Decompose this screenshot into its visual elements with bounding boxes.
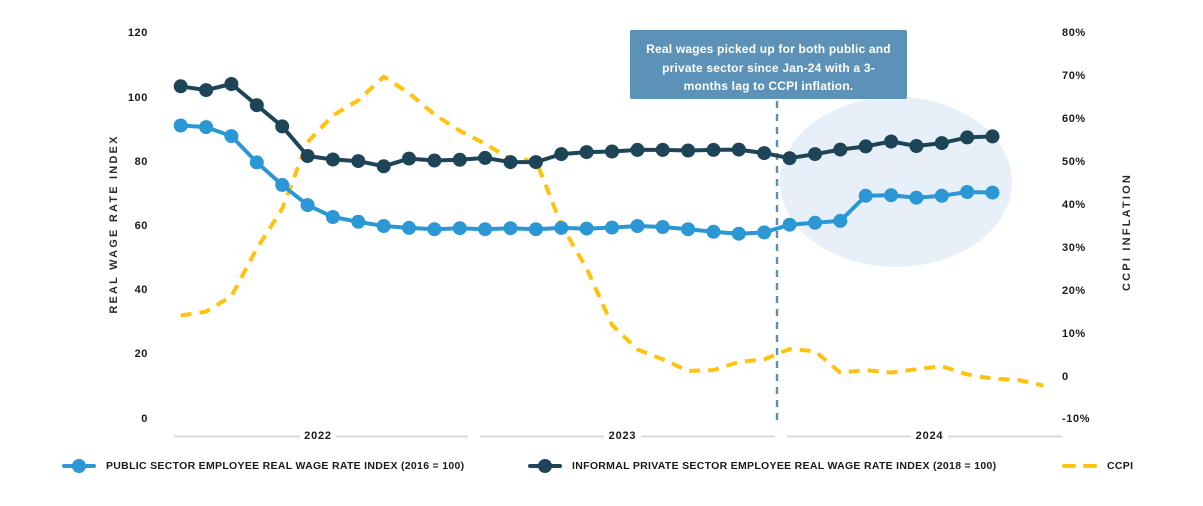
annotation-text: Real wages picked up for both public and… xyxy=(646,42,891,94)
private-wage-point xyxy=(325,152,340,167)
private-wage-point xyxy=(173,79,188,94)
public-wage-point xyxy=(554,220,569,235)
private-wage-point xyxy=(782,151,797,166)
public-wage-point xyxy=(909,190,924,205)
left-axis-tick: 120 xyxy=(127,27,148,40)
private-wage-point xyxy=(554,147,569,162)
public-wage-point xyxy=(808,215,822,230)
public-wage-point xyxy=(934,188,949,203)
ccpi-dashed-line xyxy=(180,74,1044,388)
public-wage-point xyxy=(579,221,594,236)
private-wage-point xyxy=(757,146,772,161)
public-wage-point xyxy=(757,225,772,240)
right-axis-tick: 60% xyxy=(1062,112,1086,125)
public-wage-point xyxy=(706,224,721,239)
right-axis-tick: 30% xyxy=(1062,241,1086,254)
right-axis-tick: 20% xyxy=(1062,284,1086,297)
private-wage-point xyxy=(224,77,239,91)
year-label-2024: 2024 xyxy=(915,430,944,442)
private-wage-point xyxy=(630,142,645,157)
private-wage-point xyxy=(934,136,949,151)
right-axis-tick: 0 xyxy=(1062,370,1069,383)
year-label-2022: 2022 xyxy=(304,430,332,442)
public-wage-point xyxy=(503,221,518,236)
public-wage-point xyxy=(427,222,442,237)
public-wage-point xyxy=(376,219,391,233)
right-axis-tick: 40% xyxy=(1062,198,1086,211)
public-wage-point xyxy=(782,217,797,232)
private-wage-point xyxy=(199,83,214,98)
public-wage-point xyxy=(655,220,670,234)
public-wage-point xyxy=(199,120,214,135)
public-wage-point xyxy=(452,221,467,236)
public-wage-point xyxy=(275,177,290,192)
right-axis-tick: 80% xyxy=(1062,26,1086,39)
right-axis-tick: 50% xyxy=(1062,155,1086,168)
private-wage-point xyxy=(833,142,848,157)
left-axis-tick: 100 xyxy=(127,91,148,104)
public-wage-point xyxy=(325,210,340,224)
private-wage-point xyxy=(528,155,543,170)
private-wage-point xyxy=(402,151,416,166)
year-label-2023: 2023 xyxy=(608,430,637,442)
public-wage-point xyxy=(478,222,493,237)
public-wage-point xyxy=(858,188,873,203)
private-wage-point xyxy=(808,147,822,162)
private-wage-point xyxy=(706,142,721,157)
private-wage-point xyxy=(579,145,594,160)
private-wage-point xyxy=(351,154,366,169)
private-wage-point xyxy=(275,119,290,134)
private-wage-point xyxy=(503,155,518,170)
private-wage-point xyxy=(478,150,493,165)
public-wage-point xyxy=(351,214,366,229)
public-wage-point xyxy=(224,129,239,144)
private-wage-point xyxy=(376,159,391,174)
left-axis-tick: 20 xyxy=(134,348,148,361)
public-wage-point xyxy=(630,219,645,233)
public-wage-point xyxy=(605,220,619,235)
public-wage-point xyxy=(402,220,416,235)
private-wage-point xyxy=(960,130,975,145)
public-wage-point xyxy=(960,185,975,199)
public-wage-point xyxy=(833,213,848,228)
public-wage-point xyxy=(731,226,746,241)
private-wage-point xyxy=(655,142,670,157)
private-wage-point xyxy=(452,152,467,167)
public-wage-point xyxy=(300,198,315,213)
private-wage-point xyxy=(909,139,924,153)
annotation-callout: Real wages picked up for both public and… xyxy=(630,30,907,99)
right-axis-tick: -10% xyxy=(1062,413,1091,426)
right-axis-title: CCPI INFLATION xyxy=(1121,173,1133,291)
public-wage-point xyxy=(528,222,543,237)
public-wage-point xyxy=(173,118,188,133)
public-wage-point xyxy=(681,222,696,237)
public-wage-point xyxy=(884,188,899,203)
highlight-ellipse xyxy=(780,97,1012,267)
left-axis-tick: 80 xyxy=(134,155,148,168)
left-axis-tick: 60 xyxy=(134,220,148,232)
private-wage-point xyxy=(985,129,1000,144)
public-wage-point xyxy=(249,155,264,170)
left-axis-tick: 0 xyxy=(141,412,148,425)
right-axis-tick: 70% xyxy=(1062,69,1086,82)
right-axis-tick: 10% xyxy=(1062,327,1086,340)
public-wage-point xyxy=(985,185,1000,200)
private-wage-point xyxy=(249,98,264,113)
private-wage-point xyxy=(858,139,873,154)
private-wage-point xyxy=(884,134,899,149)
private-wage-point xyxy=(605,144,619,159)
private-wage-point xyxy=(731,142,746,157)
left-axis-tick: 40 xyxy=(134,284,148,297)
private-wage-point xyxy=(681,143,696,158)
private-wage-point xyxy=(300,149,315,163)
private-wage-point xyxy=(427,153,442,168)
